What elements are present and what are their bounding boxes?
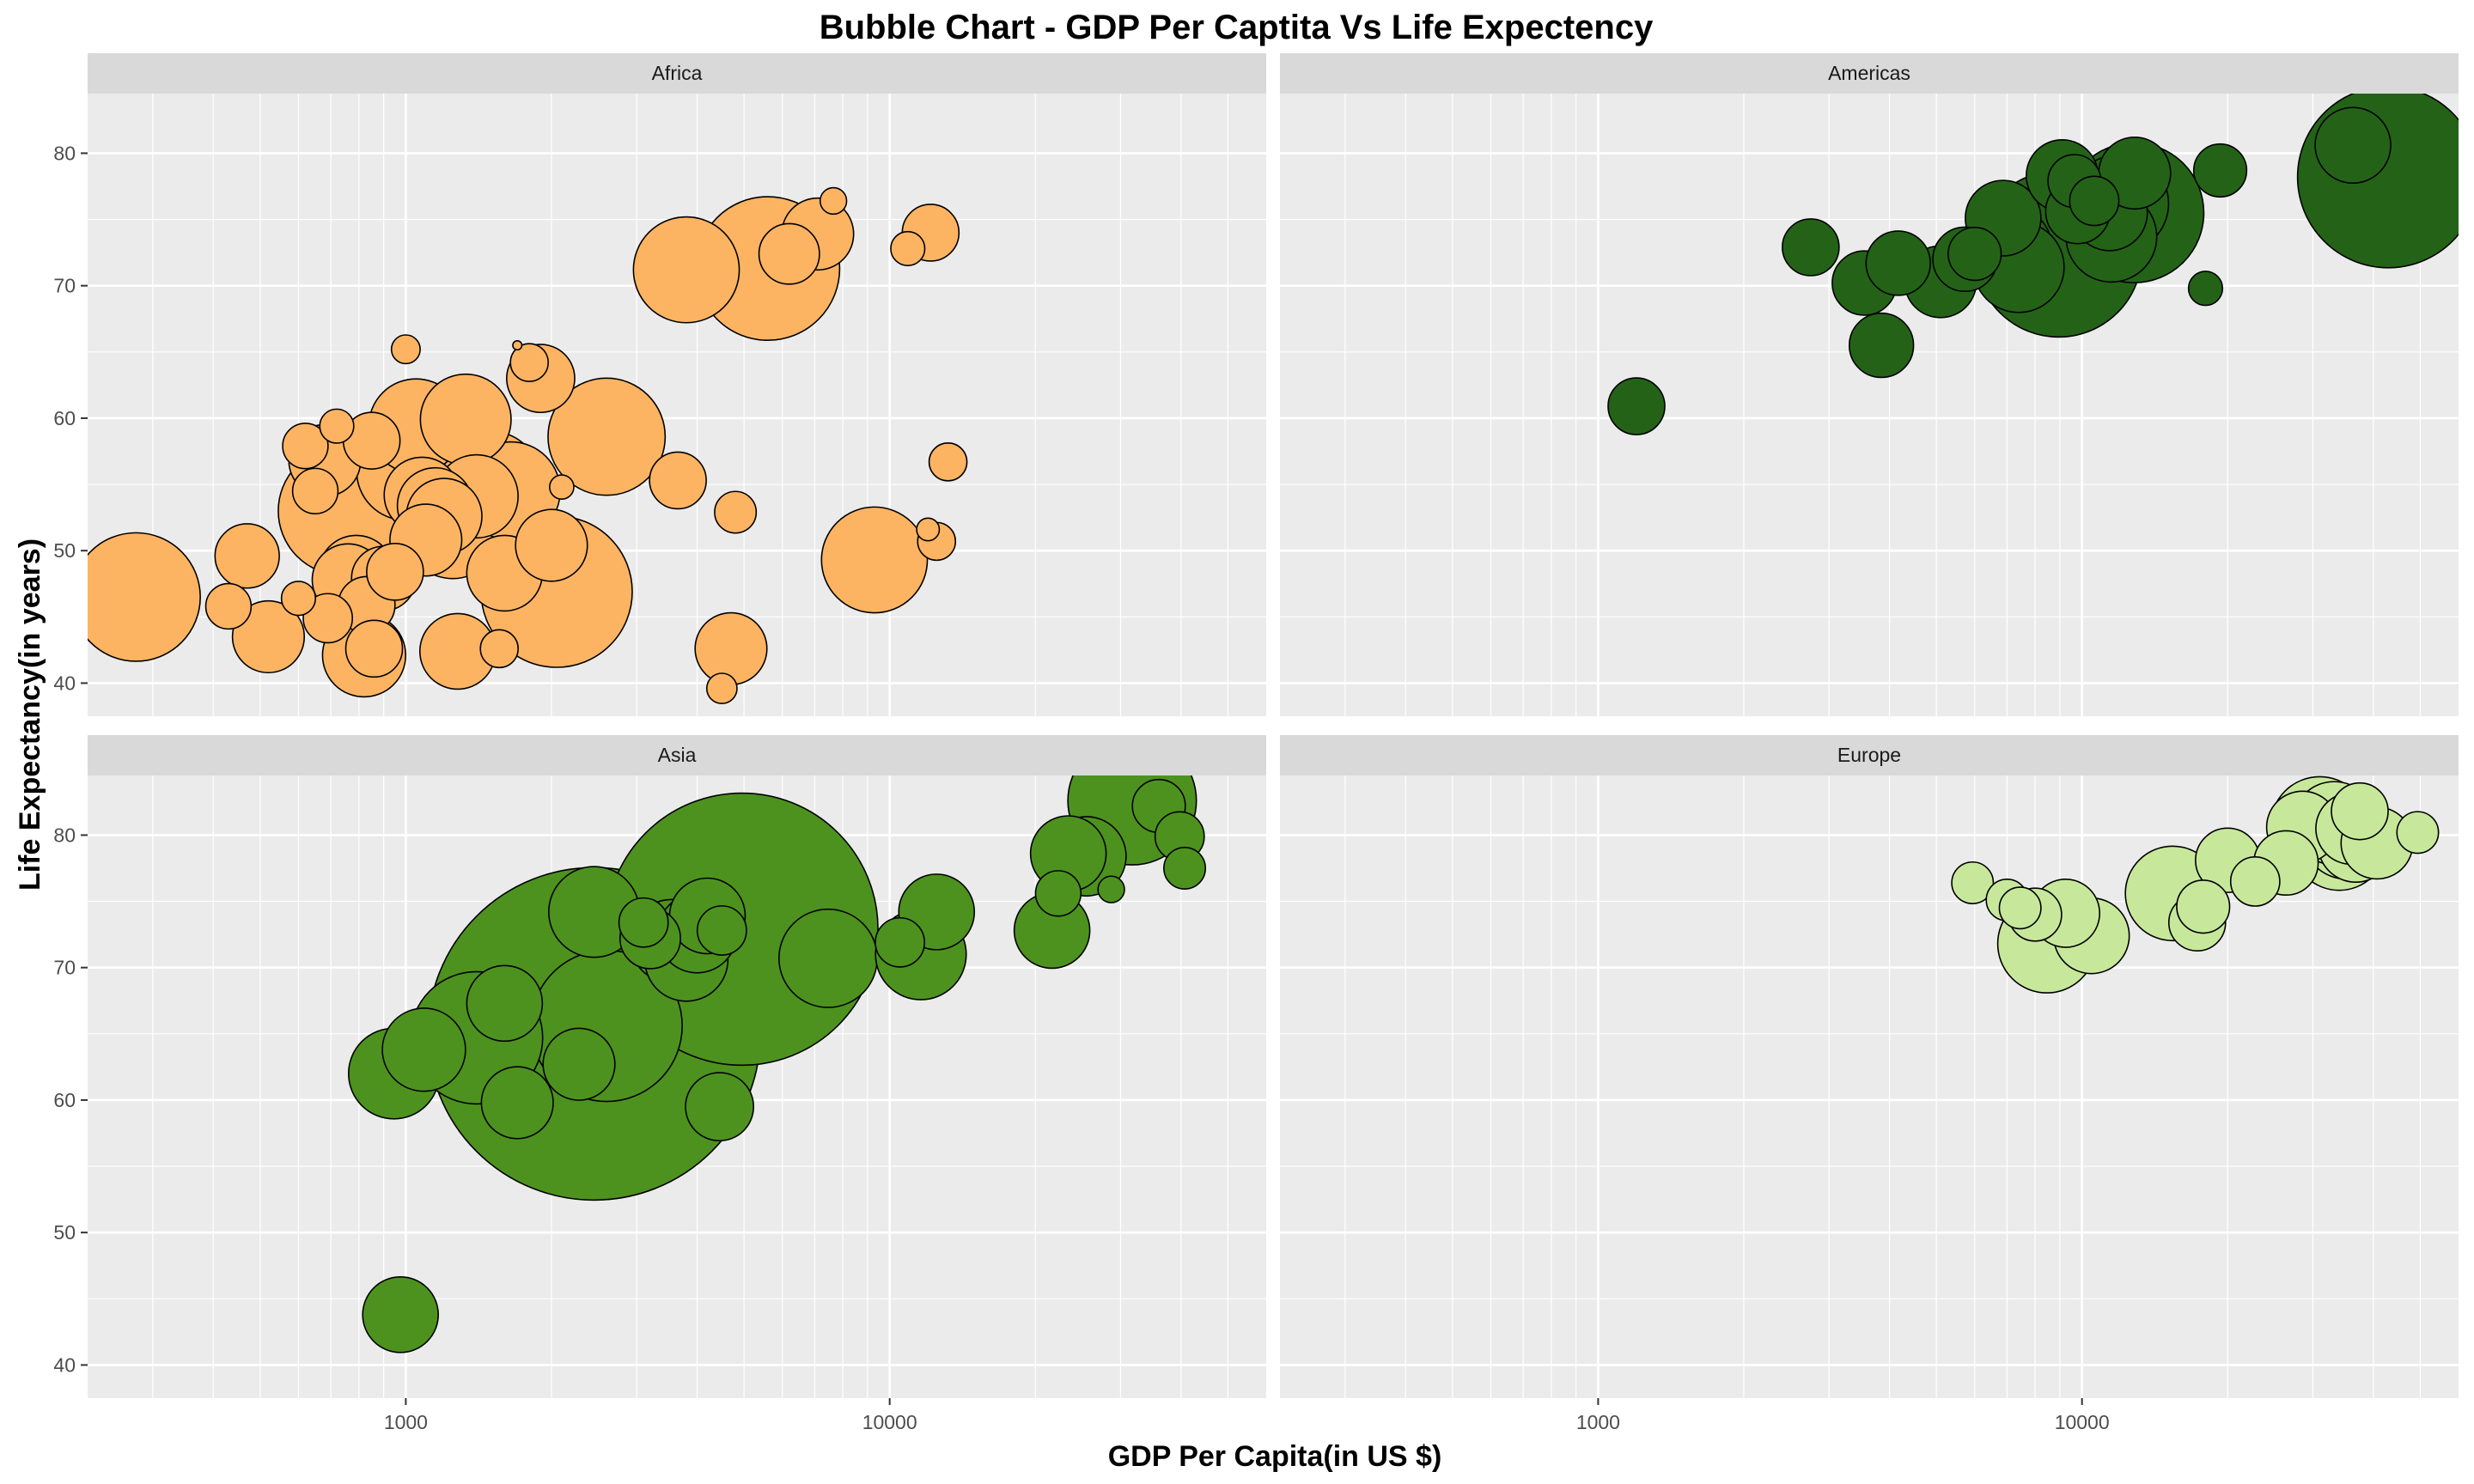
- bubble-point: [1998, 886, 2042, 930]
- bubble-point: [512, 340, 523, 351]
- bubble-point: [319, 408, 355, 444]
- bubble-point: [549, 474, 575, 501]
- bubble-point: [1034, 870, 1082, 917]
- bubble-point: [291, 467, 339, 514]
- bubble-point: [1951, 861, 1995, 904]
- bubble-point: [366, 543, 424, 601]
- bubble-point: [696, 905, 747, 956]
- facet-strip-americas: [1280, 53, 2459, 94]
- y-tick-label: 70: [53, 275, 76, 297]
- y-tick-label: 50: [53, 539, 76, 562]
- bubble-point: [381, 1007, 466, 1092]
- bubble-point: [344, 619, 404, 678]
- y-tick-label: 70: [53, 957, 76, 979]
- panel-background: [1280, 94, 2459, 716]
- bubble-point: [649, 451, 707, 510]
- bubble-point: [632, 216, 740, 324]
- y-tick-label: 50: [53, 1221, 76, 1244]
- bubble-point: [2176, 879, 2231, 934]
- facet-strip-label: Asia: [658, 744, 697, 766]
- bubble-point: [2069, 175, 2120, 227]
- bubble-point: [479, 629, 519, 669]
- facet-strip-label: Europe: [1837, 744, 1901, 766]
- facet-strip-europe: [1280, 735, 2459, 775]
- bubble-point: [390, 334, 421, 365]
- bubble-point: [777, 908, 878, 1008]
- bubble-point: [362, 1276, 440, 1353]
- panel-asia: Asia 40 50 60 70 80 1000 10000: [53, 735, 1266, 1433]
- bubbles-asia: [347, 775, 1207, 1353]
- bubble-point: [480, 1066, 554, 1140]
- bubble-point: [2229, 856, 2281, 907]
- bubble-point: [214, 523, 280, 589]
- x-tick-label: 1000: [384, 1411, 428, 1433]
- bubble-point: [2396, 811, 2440, 855]
- bubble-point: [705, 672, 738, 705]
- bubbles-africa: [88, 186, 968, 705]
- panel-americas: Americas: [1280, 53, 2459, 716]
- bubble-point: [88, 532, 201, 662]
- bubble-point: [890, 230, 926, 267]
- bubble-point: [618, 897, 669, 948]
- bubble-point: [1097, 875, 1125, 903]
- y-tick-label: 60: [53, 1089, 76, 1111]
- bubble-point: [2192, 143, 2248, 198]
- x-axis-title: GDP Per Capita(in US $): [1108, 1440, 1442, 1473]
- bubble-point: [2296, 94, 2459, 269]
- chart-title: Bubble Chart - GDP Per Captita Vs Life E…: [820, 9, 1654, 46]
- facet-strip-asia: [88, 735, 1266, 775]
- bubble-point: [466, 964, 544, 1043]
- bubble-point: [928, 442, 968, 482]
- y-axis-title: Life Expectancy(in years): [14, 538, 46, 891]
- bubble-point: [282, 423, 329, 470]
- bubble-point: [509, 343, 549, 382]
- y-tick-label: 80: [53, 142, 76, 164]
- y-tick-label: 80: [53, 824, 76, 846]
- panel-europe: Europe 1000 10000: [1280, 735, 2459, 1433]
- facet-strip-label: Americas: [1828, 62, 1910, 84]
- bubble-point: [547, 377, 667, 496]
- x-tick-label: 1000: [1576, 1411, 1620, 1433]
- bubble-point: [1865, 230, 1931, 296]
- y-tick-label: 40: [53, 672, 76, 694]
- bubble-point: [685, 1072, 755, 1142]
- bubble-point: [204, 582, 253, 630]
- bubble-point: [819, 186, 848, 216]
- bubble-point: [280, 581, 317, 617]
- bubble-point: [1607, 377, 1666, 435]
- x-tick-label: 10000: [2055, 1411, 2110, 1433]
- y-tick-label: 60: [53, 407, 76, 429]
- bubble-point: [820, 506, 929, 614]
- bubble-point: [419, 373, 512, 466]
- x-tick-label: 10000: [862, 1411, 917, 1433]
- bubble-point: [2331, 782, 2389, 841]
- bubble-point: [758, 222, 820, 285]
- bubble-point: [2314, 106, 2392, 184]
- bubble-point: [1782, 218, 1840, 277]
- bubbles-americas: [1607, 94, 2459, 435]
- bubble-point: [542, 1027, 616, 1101]
- bubble-point: [874, 916, 926, 968]
- panel-africa: Africa 40 50 60 70 80: [53, 53, 1266, 716]
- bubbles-europe: [1951, 775, 2440, 994]
- bubble-point: [2187, 271, 2224, 307]
- facet-panels: Africa 40 50 60 70 80 Americas Asia 40 50 60 70 80 10…: [53, 53, 2459, 1433]
- bubble-point: [916, 517, 941, 542]
- y-tick-label: 40: [53, 1353, 76, 1376]
- bubble-point: [1848, 312, 1915, 379]
- bubble-point: [302, 593, 354, 644]
- facet-strip-label: Africa: [652, 62, 703, 84]
- bubble-point: [1947, 227, 2002, 282]
- bubble-point: [515, 508, 588, 582]
- facet-strip-africa: [88, 53, 1266, 94]
- bubble-point: [1163, 846, 1207, 890]
- bubble-point: [714, 490, 758, 534]
- bubble-point: [231, 599, 306, 674]
- bubble-point: [694, 611, 768, 685]
